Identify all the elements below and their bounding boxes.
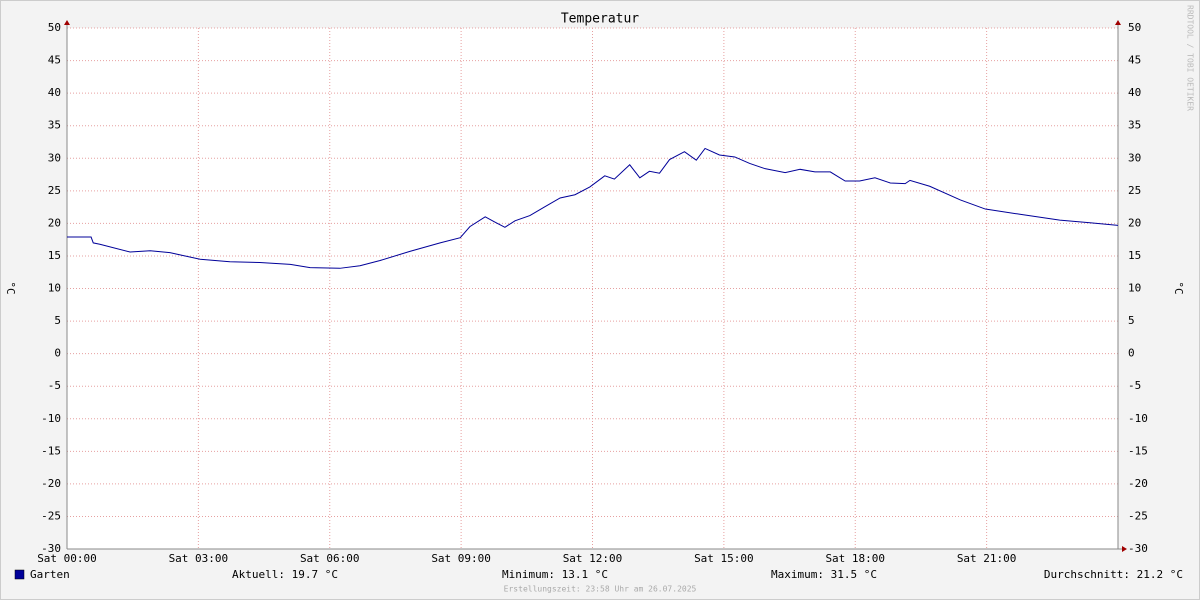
y-tick-label: 0: [54, 347, 61, 360]
arrow: [1115, 20, 1121, 25]
y-tick-label: 30: [48, 151, 61, 164]
y2-tick-label: 20: [1128, 216, 1141, 229]
watermark: RRDTOOL / TOBI OETIKER: [1186, 5, 1195, 111]
y2-tick-label: 35: [1128, 119, 1141, 132]
y2-tick-label: 15: [1128, 249, 1141, 262]
y-axis-label: °C: [4, 281, 17, 294]
y-tick-label: 35: [48, 119, 61, 132]
y-tick-label: 15: [48, 249, 61, 262]
y2-tick-label: -10: [1128, 412, 1148, 425]
y-tick-label: -15: [41, 444, 61, 457]
y-tick-label: 40: [48, 86, 61, 99]
data-line: [67, 147, 1119, 269]
y-tick-label: 45: [48, 54, 61, 67]
y2-tick-label: -5: [1128, 379, 1141, 392]
legend-swatch: [14, 569, 25, 580]
y2-tick-label: 30: [1128, 151, 1141, 164]
footer: Erstellungszeit: 23:58 Uhr am 26.07.2025: [504, 585, 697, 594]
y-tick-label: -20: [41, 477, 61, 490]
y-tick-label: 20: [48, 216, 61, 229]
y-tick-label: 50: [48, 21, 61, 34]
x-tick-label: Sat 15:00: [694, 552, 754, 565]
y-tick-label: -25: [41, 509, 61, 522]
x-tick-label: Sat 06:00: [300, 552, 360, 565]
x-tick-label: Sat 18:00: [825, 552, 885, 565]
y-tick-label: -10: [41, 412, 61, 425]
x-tick-label: Sat 12:00: [563, 552, 623, 565]
y2-axis-label: °C: [1172, 281, 1185, 294]
y2-tick-label: -30: [1128, 542, 1148, 555]
y2-tick-label: -15: [1128, 444, 1148, 457]
x-tick-label: Sat 03:00: [169, 552, 229, 565]
stat: Durchschnitt: 21.2 °C: [1044, 568, 1183, 581]
y2-tick-label: 40: [1128, 86, 1141, 99]
chart-title: Temperatur: [561, 12, 639, 27]
y2-tick-label: 5: [1128, 314, 1135, 327]
arrow: [64, 20, 70, 25]
arrow: [1122, 546, 1127, 552]
x-tick-label: Sat 00:00: [37, 552, 97, 565]
y2-tick-label: -25: [1128, 509, 1148, 522]
x-tick-label: Sat 21:00: [957, 552, 1017, 565]
y2-tick-label: 50: [1128, 21, 1141, 34]
y2-tick-label: 45: [1128, 54, 1141, 67]
legend-label: Garten: [30, 568, 70, 581]
y2-tick-label: 25: [1128, 184, 1141, 197]
stat: Minimum: 13.1 °C: [502, 568, 608, 581]
y-tick-label: 25: [48, 184, 61, 197]
stat: Maximum: 31.5 °C: [771, 568, 877, 581]
y-tick-label: 5: [54, 314, 61, 327]
y2-tick-label: 0: [1128, 347, 1135, 360]
y-tick-label: 10: [48, 282, 61, 295]
x-tick-label: Sat 09:00: [431, 552, 491, 565]
y2-tick-label: -20: [1128, 477, 1148, 490]
stat: Aktuell: 19.7 °C: [232, 568, 338, 581]
y2-tick-label: 10: [1128, 282, 1141, 295]
y-tick-label: -5: [48, 379, 61, 392]
y-tick-label: -30: [41, 542, 61, 555]
